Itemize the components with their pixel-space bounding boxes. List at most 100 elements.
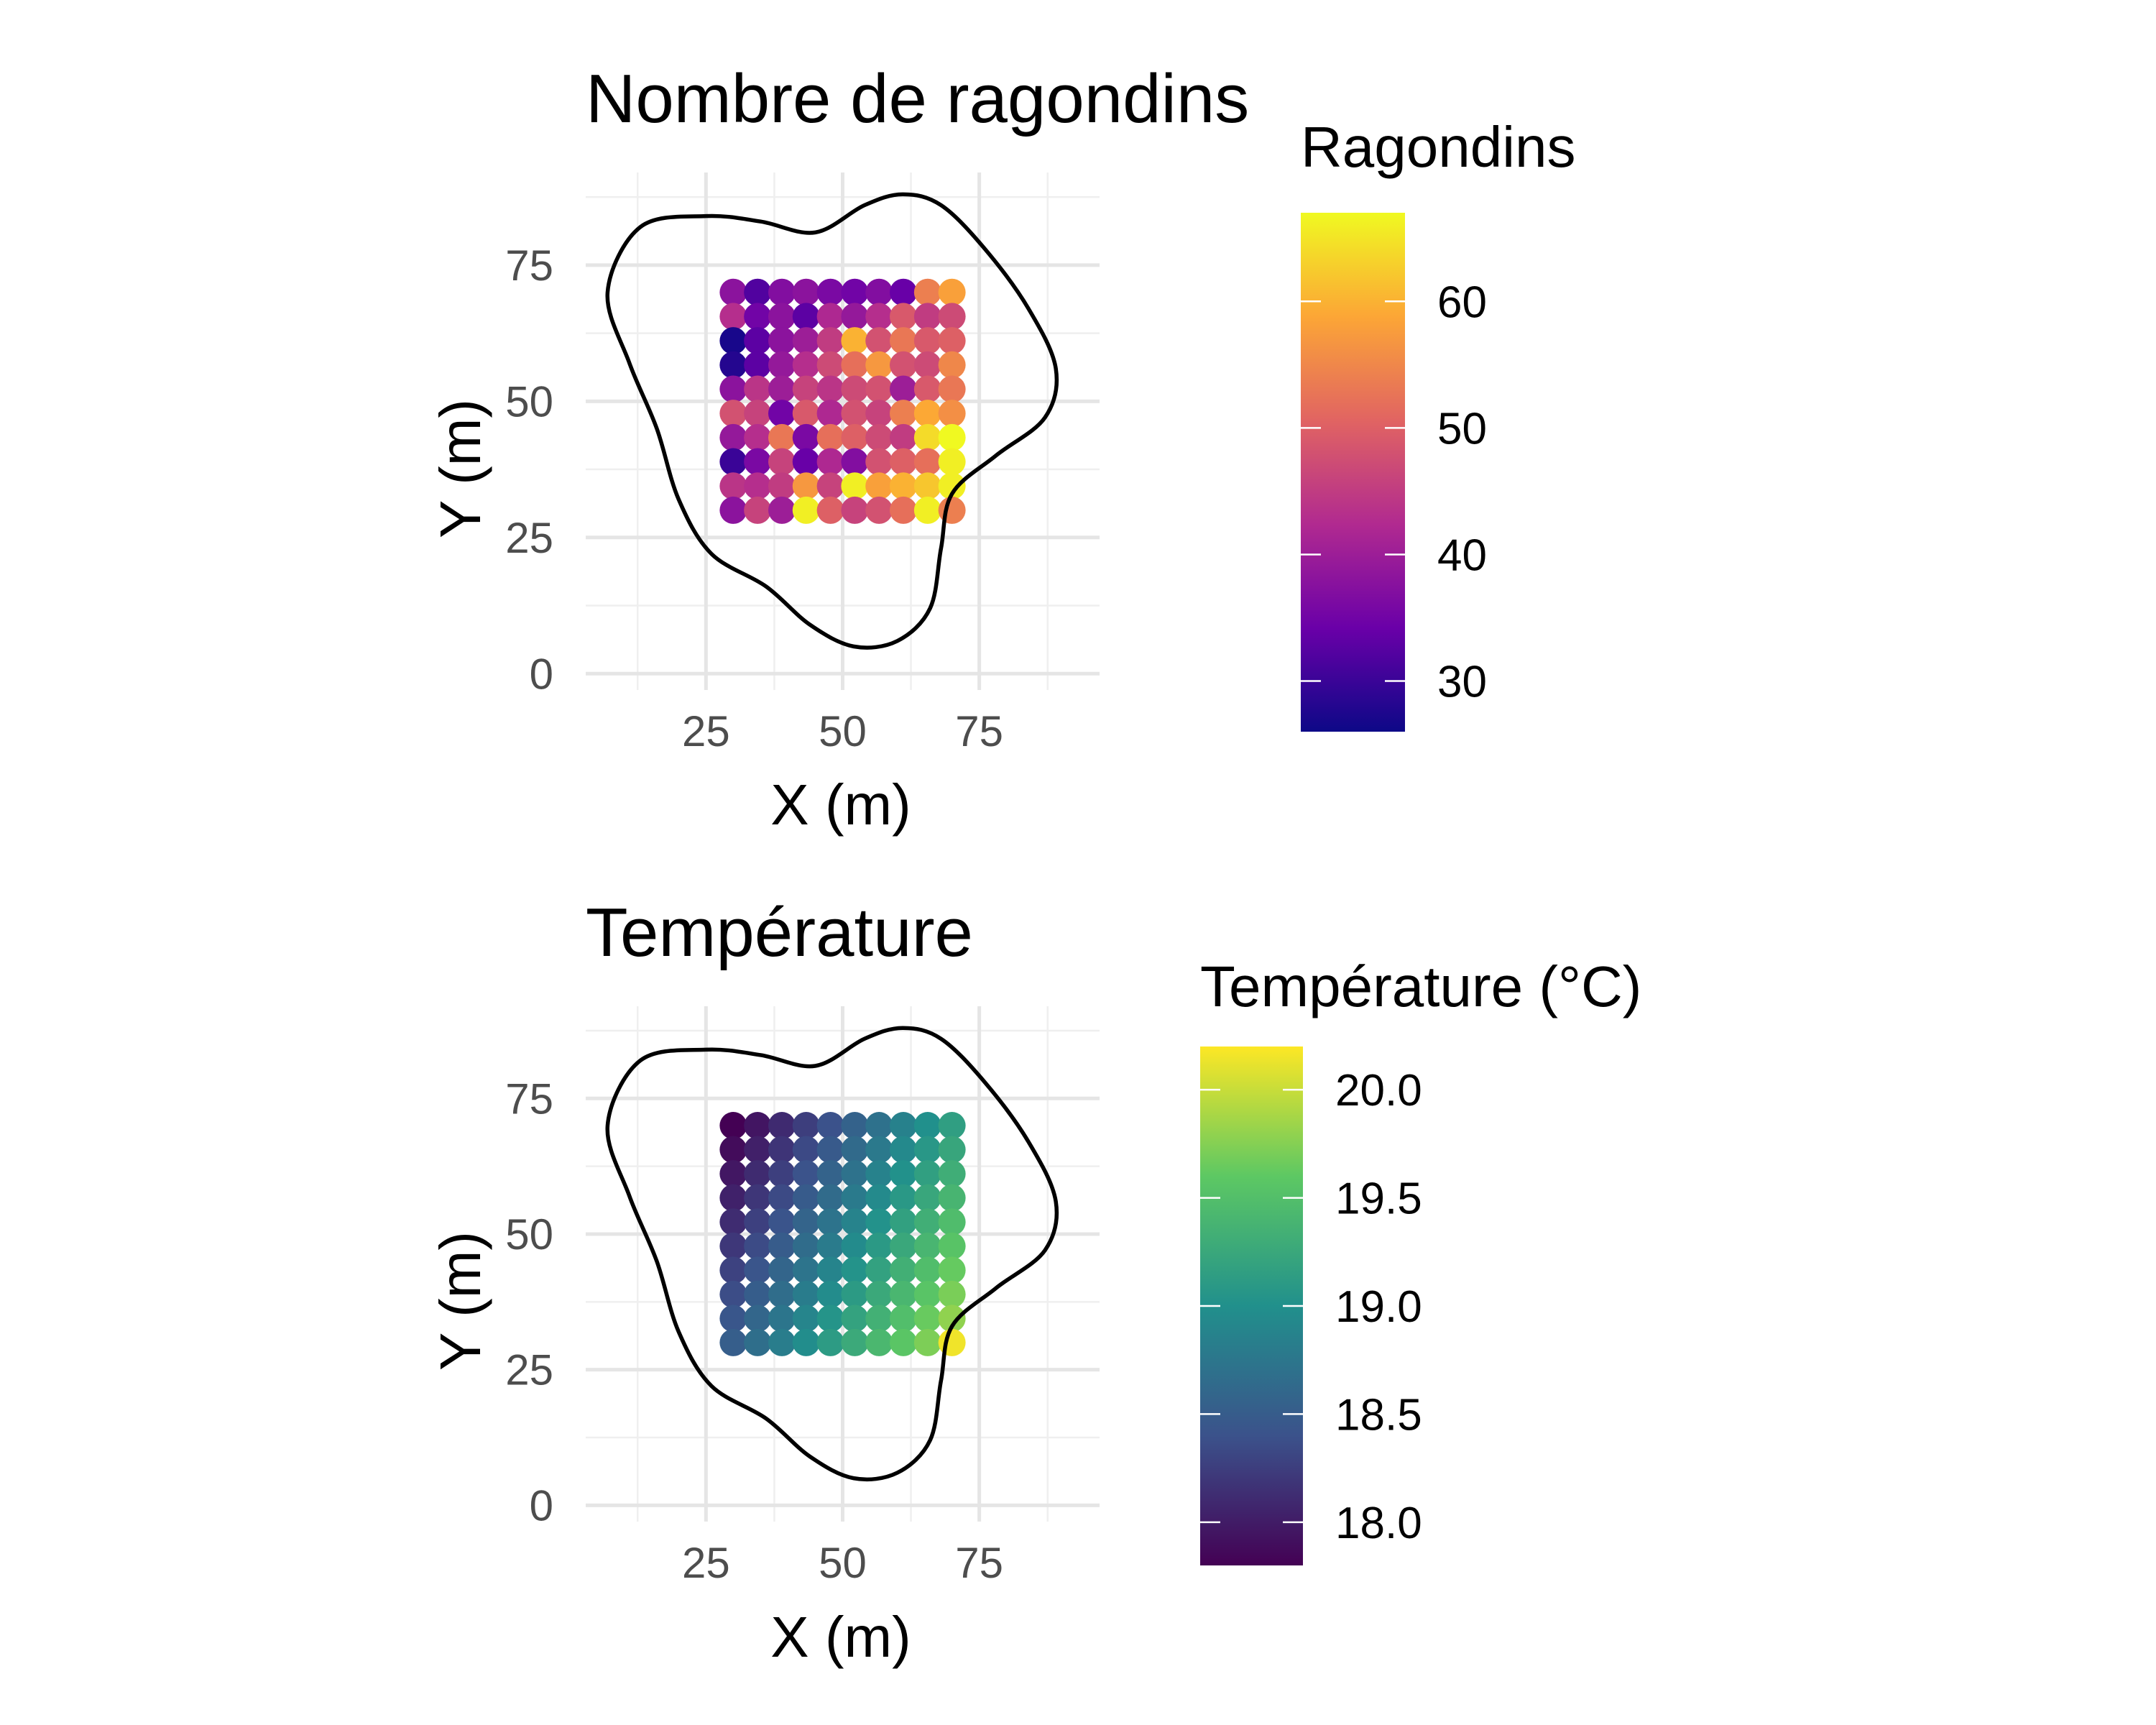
data-point <box>841 1305 869 1333</box>
data-point <box>719 1256 747 1284</box>
data-point <box>744 423 772 451</box>
data-point <box>768 327 796 355</box>
data-point <box>890 278 918 306</box>
legend-tick-label: 40 <box>1437 530 1487 580</box>
x-axis-title: X (m) <box>770 773 911 837</box>
legend-tick-label: 18.5 <box>1335 1390 1422 1440</box>
data-point <box>768 1112 796 1140</box>
data-point <box>913 303 941 331</box>
data-point <box>792 351 820 379</box>
data-point <box>816 1328 844 1356</box>
data-point <box>890 1112 918 1140</box>
data-point <box>816 1232 844 1260</box>
data-point <box>938 1256 966 1284</box>
y-axis-title: Y (m) <box>428 399 492 538</box>
data-point <box>816 472 844 500</box>
data-point <box>841 472 869 500</box>
data-point <box>938 1136 966 1164</box>
boundary-outline <box>605 1026 1059 1482</box>
data-point <box>913 496 941 524</box>
data-point <box>841 278 869 306</box>
data-point <box>865 400 893 428</box>
y-tick-label: 75 <box>505 1075 553 1123</box>
data-point <box>816 1136 844 1164</box>
x-tick-label: 50 <box>819 707 867 755</box>
data-point <box>768 1208 796 1236</box>
data-point <box>768 375 796 403</box>
data-point <box>792 1256 820 1284</box>
data-point <box>744 1280 772 1308</box>
data-point <box>744 303 772 331</box>
data-point <box>719 1305 747 1333</box>
data-point <box>816 1160 844 1188</box>
data-point <box>841 1208 869 1236</box>
boundary-outline <box>605 192 1059 650</box>
legend-tick-label: 30 <box>1437 658 1487 707</box>
data-point <box>792 1305 820 1333</box>
data-point <box>816 303 844 331</box>
data-point <box>768 1305 796 1333</box>
legend-tick-label: 19.5 <box>1335 1174 1422 1224</box>
data-point <box>865 1305 893 1333</box>
x-axis-title: X (m) <box>770 1605 911 1669</box>
data-point <box>792 278 820 306</box>
data-point <box>913 1208 941 1236</box>
data-point <box>913 1232 941 1260</box>
data-point <box>938 1280 966 1308</box>
data-point <box>768 496 796 524</box>
data-point <box>913 472 941 500</box>
legend-title: Température (°C) <box>1200 954 1641 1018</box>
data-point <box>865 375 893 403</box>
data-point <box>744 278 772 306</box>
data-point <box>744 351 772 379</box>
data-point <box>865 1112 893 1140</box>
data-point <box>913 1256 941 1284</box>
data-point <box>744 1184 772 1212</box>
data-point <box>938 1112 966 1140</box>
data-point <box>865 496 893 524</box>
data-point <box>719 1280 747 1308</box>
color-legend: Température (°C) 18.0 18.5 19.0 19.5 20.0 <box>1200 954 1641 1565</box>
data-point <box>865 327 893 355</box>
x-tick-label: 25 <box>682 1539 730 1587</box>
x-tick-label: 75 <box>955 1539 1003 1587</box>
data-point <box>938 423 966 451</box>
data-point <box>913 351 941 379</box>
data-point <box>744 1112 772 1140</box>
data-point <box>816 496 844 524</box>
data-point <box>865 303 893 331</box>
data-point <box>890 1280 918 1308</box>
data-point <box>938 1328 966 1356</box>
data-point <box>719 278 747 306</box>
color-legend: Ragondins 30 40 50 60 <box>1301 115 1576 732</box>
data-point <box>865 1232 893 1260</box>
data-point <box>938 375 966 403</box>
data-point <box>768 1256 796 1284</box>
data-point <box>841 1184 869 1212</box>
data-point <box>938 1184 966 1212</box>
data-point <box>841 351 869 379</box>
data-point <box>865 1136 893 1164</box>
data-point <box>938 1305 966 1333</box>
data-point <box>792 1232 820 1260</box>
data-point <box>841 327 869 355</box>
data-point <box>913 423 941 451</box>
data-point <box>865 1256 893 1284</box>
data-point <box>890 1256 918 1284</box>
data-point <box>865 472 893 500</box>
data-point <box>792 1328 820 1356</box>
data-point <box>792 375 820 403</box>
data-point <box>792 1160 820 1188</box>
data-point <box>865 278 893 306</box>
data-point <box>768 303 796 331</box>
data-point <box>913 1136 941 1164</box>
data-point <box>890 423 918 451</box>
data-point <box>768 448 796 476</box>
data-point <box>768 1136 796 1164</box>
data-point <box>719 327 747 355</box>
data-point <box>938 400 966 428</box>
data-point <box>719 1208 747 1236</box>
